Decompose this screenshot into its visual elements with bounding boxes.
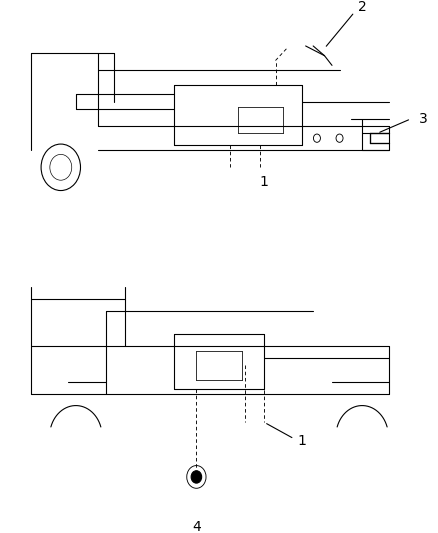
Text: 4: 4: [192, 520, 201, 533]
Circle shape: [191, 471, 201, 483]
Text: 2: 2: [358, 0, 367, 14]
Text: 3: 3: [419, 112, 427, 126]
Text: 1: 1: [297, 434, 306, 448]
Text: 1: 1: [260, 175, 268, 189]
